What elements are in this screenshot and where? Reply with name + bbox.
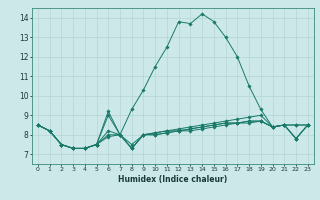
X-axis label: Humidex (Indice chaleur): Humidex (Indice chaleur) bbox=[118, 175, 228, 184]
